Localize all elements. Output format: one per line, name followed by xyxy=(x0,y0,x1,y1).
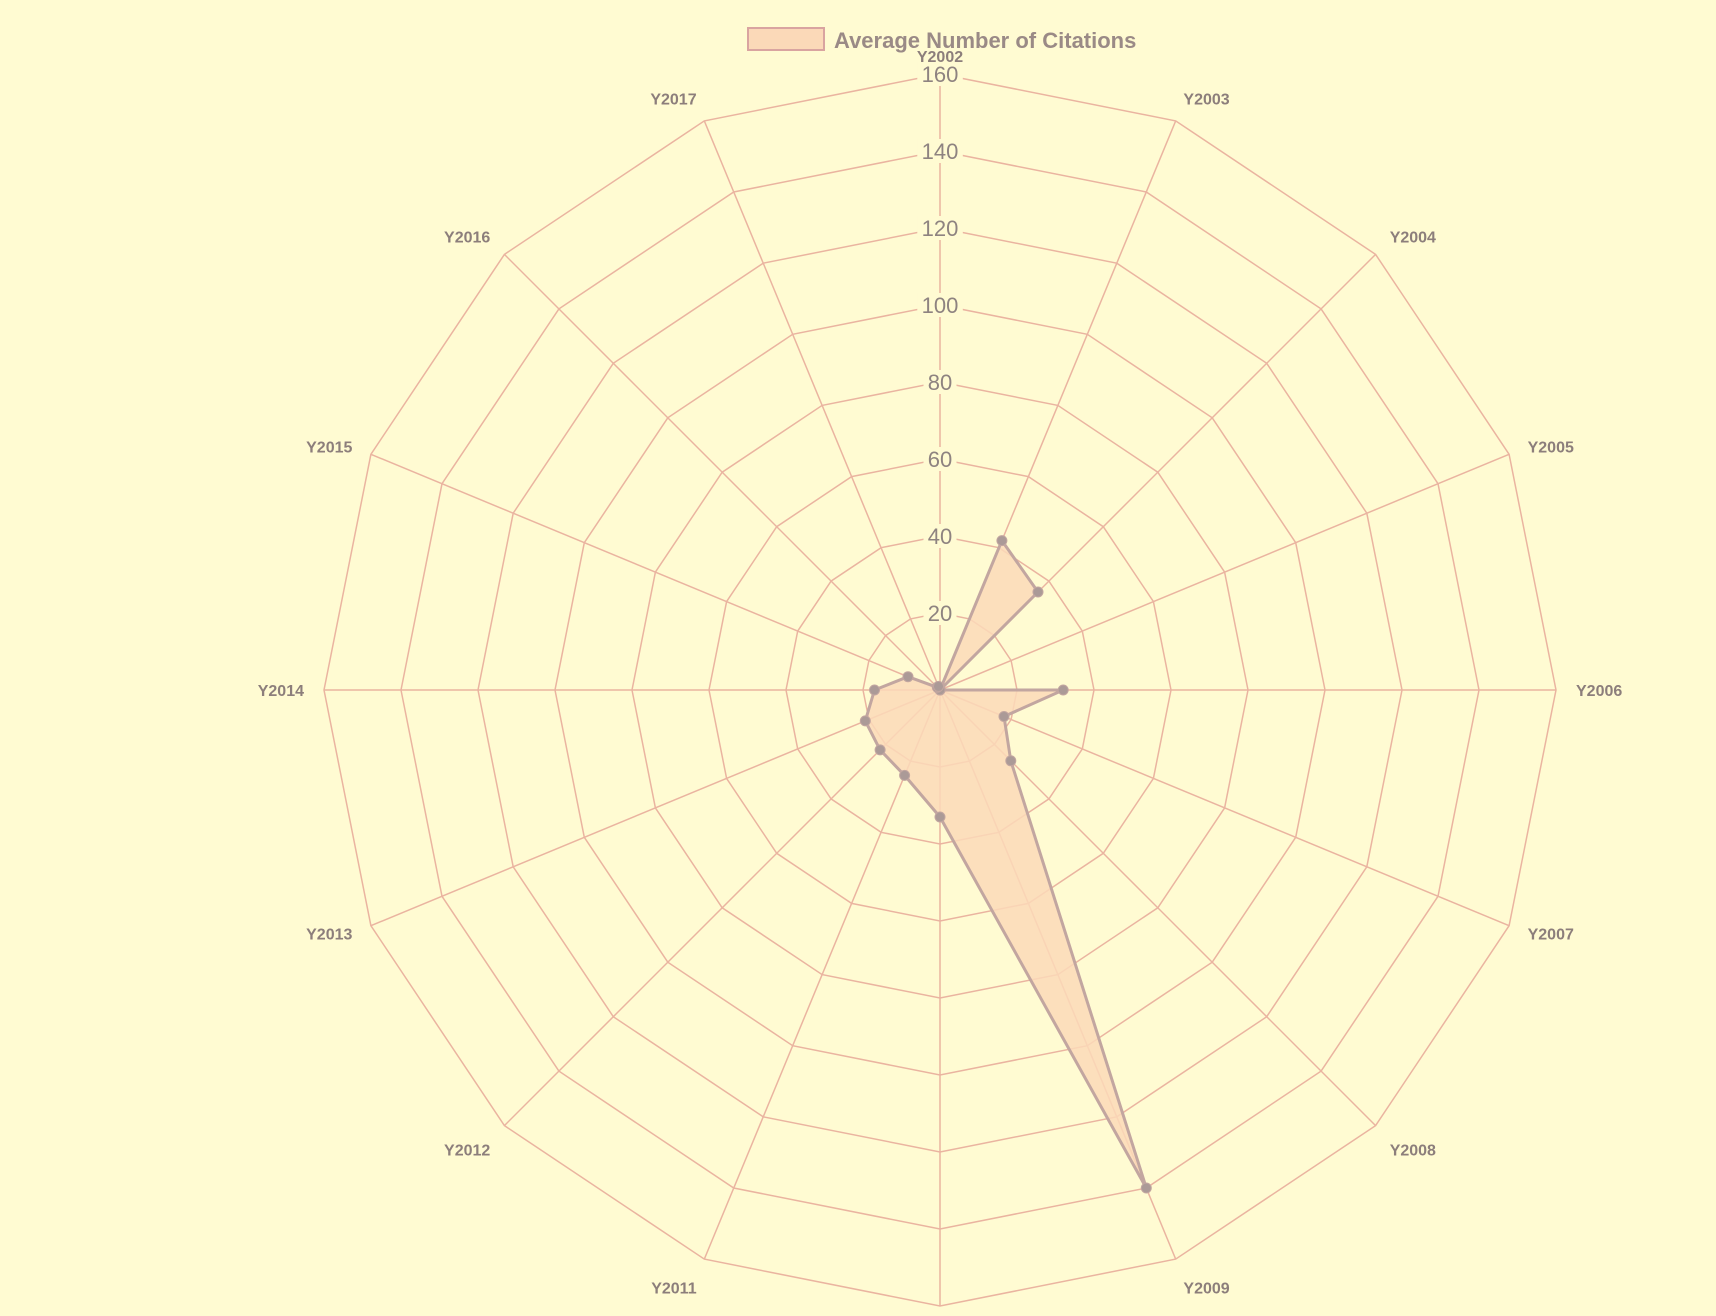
tick-label-bg xyxy=(917,62,963,86)
data-point-Y2014[interactable] xyxy=(869,684,880,696)
tick-label-40: 40 xyxy=(928,524,952,549)
axis-label-Y2016: Y2016 xyxy=(444,229,490,246)
data-point-Y2008[interactable] xyxy=(1005,755,1017,767)
data-point-Y2004[interactable] xyxy=(1032,586,1044,598)
tick-label-60: 60 xyxy=(928,447,952,472)
tick-label-bg xyxy=(917,293,963,317)
axis-label-Y2008: Y2008 xyxy=(1390,1143,1436,1160)
axis-label-Y2011: Y2011 xyxy=(651,1281,696,1298)
data-point-Y2017[interactable] xyxy=(933,680,944,692)
data-point-Y2009[interactable] xyxy=(1140,1182,1152,1194)
data-point-Y2011[interactable] xyxy=(899,769,911,781)
tick-label-160: 160 xyxy=(922,62,959,87)
axis-label-Y2014: Y2014 xyxy=(258,683,304,700)
spoke-Y2011 xyxy=(703,689,941,1260)
tick-label-140: 140 xyxy=(922,139,959,164)
spoke-Y2016 xyxy=(503,253,941,691)
data-point-Y2015[interactable] xyxy=(902,671,914,683)
axis-label-Y2004: Y2004 xyxy=(1390,229,1436,246)
tick-label-bg xyxy=(923,524,957,548)
tick-label-bg xyxy=(923,447,957,471)
tick-label-100: 100 xyxy=(922,293,959,318)
radar-grid xyxy=(323,73,1557,1307)
data-point-Y2010[interactable] xyxy=(934,811,946,823)
axis-label-Y2013: Y2013 xyxy=(306,926,352,943)
tick-label-bg xyxy=(923,601,957,625)
spoke-Y2012 xyxy=(503,689,941,1127)
axis-label-Y2005: Y2005 xyxy=(1528,440,1574,457)
axis-label-Y2007: Y2007 xyxy=(1528,926,1574,943)
data-point-Y2006[interactable] xyxy=(1057,684,1069,696)
tick-label-80: 80 xyxy=(928,370,952,395)
tick-label-bg xyxy=(917,216,963,240)
tick-label-20: 20 xyxy=(928,601,952,626)
data-point-Y2007[interactable] xyxy=(998,711,1010,722)
tick-label-bg xyxy=(923,370,957,394)
radial-tick-labels: 20 40 60 80 100 120 140 160 xyxy=(917,62,963,626)
data-point-Y2003[interactable] xyxy=(996,535,1008,547)
spoke-Y2017 xyxy=(703,120,941,691)
axis-label-Y2006: Y2006 xyxy=(1576,683,1622,700)
legend[interactable]: Average Number of Citations xyxy=(747,27,1136,53)
axis-label-Y2015: Y2015 xyxy=(306,440,352,457)
data-point-Y2013[interactable] xyxy=(859,715,871,727)
tick-label-120: 120 xyxy=(922,216,959,241)
axis-label-Y2009: Y2009 xyxy=(1183,1281,1229,1298)
category-labels: Y2002 Y2003 Y2004 Y2005 Y2006 Y2007 Y2008 Y2009… xyxy=(258,49,1623,1298)
axis-label-Y2003: Y2003 xyxy=(1183,91,1229,108)
spoke-Y2005 xyxy=(939,453,1510,691)
series-area xyxy=(863,539,1148,1190)
spoke-Y2013 xyxy=(370,689,941,927)
tick-label-bg xyxy=(917,139,963,163)
axis-label-Y2012: Y2012 xyxy=(444,1143,490,1160)
legend-label: Average Number of Citations xyxy=(834,28,1136,53)
spoke-Y2007 xyxy=(939,689,1510,927)
spoke-Y2015 xyxy=(370,453,941,691)
data-point-Y2012[interactable] xyxy=(874,744,886,756)
series-layer xyxy=(859,535,1152,1194)
axis-label-Y2017: Y2017 xyxy=(650,91,696,108)
legend-swatch xyxy=(747,27,825,51)
axis-label-Y2002: Y2002 xyxy=(917,49,963,66)
